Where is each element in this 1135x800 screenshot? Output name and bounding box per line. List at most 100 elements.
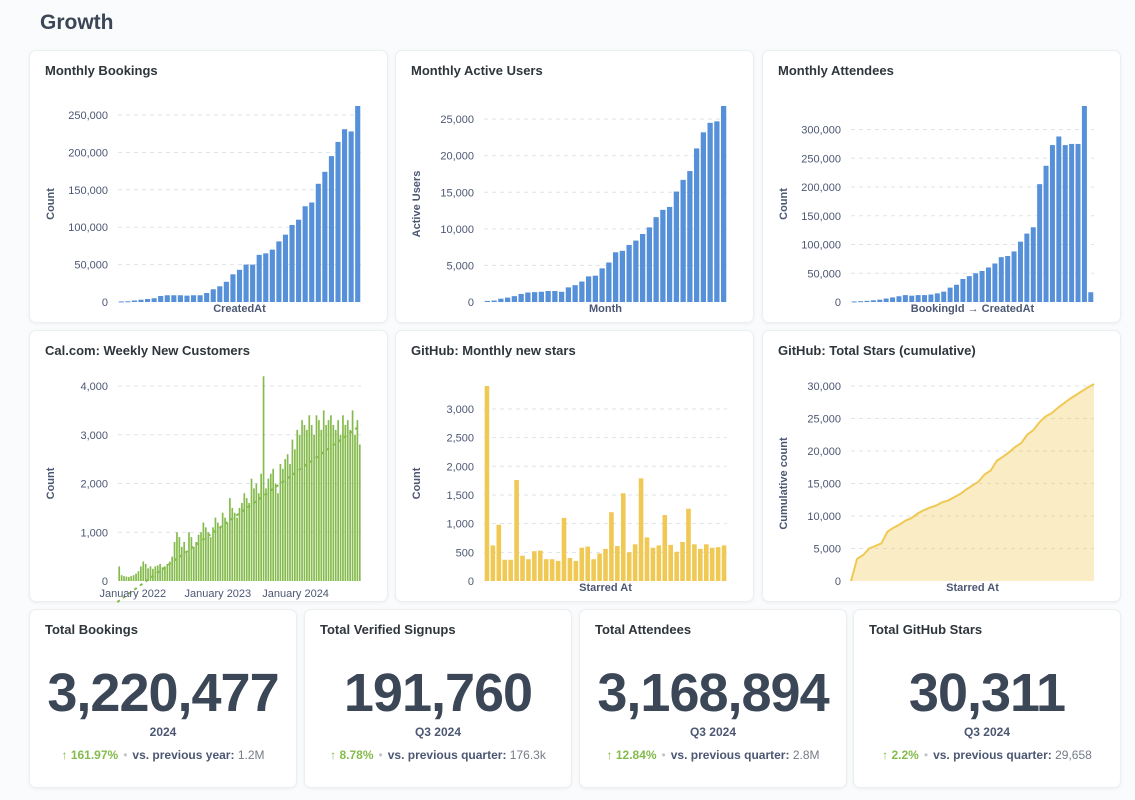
chart-title[interactable]: Cal.com: Weekly New Customers <box>45 343 250 358</box>
bar <box>1030 227 1036 302</box>
y-tick-label: 3,000 <box>446 404 474 416</box>
bar <box>687 171 693 302</box>
bar <box>226 522 229 581</box>
bar <box>152 568 154 581</box>
bar <box>644 537 650 581</box>
bar <box>555 560 561 581</box>
metric-title[interactable]: Total Bookings <box>45 622 138 637</box>
arrow-up-icon: ↑ <box>606 748 613 762</box>
bar <box>309 202 315 302</box>
bar <box>224 517 226 581</box>
bar <box>549 559 555 581</box>
metric-change: 2.2% <box>891 748 919 762</box>
x-axis-label: Month <box>589 303 622 315</box>
bar <box>928 294 934 302</box>
y-tick-label: 250,000 <box>68 110 108 122</box>
y-tick-label: 15,000 <box>807 479 841 491</box>
arrow-up-icon: ↑ <box>882 748 889 762</box>
bar <box>721 545 727 581</box>
bar <box>358 444 361 581</box>
bar <box>229 498 231 581</box>
bar <box>279 464 282 581</box>
bar <box>851 301 857 303</box>
metric-title[interactable]: Total Attendees <box>595 622 692 637</box>
y-tick-label: 4,000 <box>80 381 108 393</box>
bar <box>230 274 236 302</box>
y-tick-label: 0 <box>102 297 108 309</box>
bar <box>973 273 979 302</box>
chart-card-bookings[interactable]: Monthly Bookings 0 50,000 100,000 150,000 20… <box>29 50 388 323</box>
metric-card-bookings[interactable]: Total Bookings 3,220,477 2024 ↑ 161.97% •… <box>29 609 297 788</box>
chart-card-mau[interactable]: Monthly Active Users 0 5,000 10,000 15,000 2… <box>395 50 754 323</box>
y-tick-label: 2,000 <box>80 479 108 491</box>
chart-title[interactable]: Monthly Bookings <box>45 63 158 78</box>
bar <box>591 559 596 581</box>
y-tick-label: 20,000 <box>807 446 841 458</box>
metric-card-github-stars[interactable]: Total GitHub Stars 30,311 Q3 2024 ↑ 2.2%… <box>853 609 1121 788</box>
bar <box>342 129 348 302</box>
bar <box>490 545 496 581</box>
bar <box>221 512 224 581</box>
bar <box>190 537 193 581</box>
bar <box>185 551 188 581</box>
bar <box>166 563 169 581</box>
bar <box>619 250 626 302</box>
x-axis-label: BookingId → CreatedAt <box>911 303 1035 315</box>
metric-card-signups[interactable]: Total Verified Signups 191,760 Q3 2024 ↑… <box>304 609 572 788</box>
bar <box>171 556 173 581</box>
bar <box>274 483 277 581</box>
metric-title[interactable]: Total Verified Signups <box>320 622 456 637</box>
bar <box>484 386 490 581</box>
bar <box>197 534 200 581</box>
metric-change: 161.97% <box>70 748 119 762</box>
y-tick-label: 2,500 <box>446 433 474 445</box>
bar <box>484 300 491 302</box>
chart-card-ghtotal[interactable]: GitHub: Total Stars (cumulative) 0 5,000 1… <box>762 330 1121 602</box>
arrow-up-icon: ↑ <box>330 748 337 762</box>
bar <box>496 524 502 581</box>
chart-title[interactable]: Monthly Active Users <box>411 63 543 78</box>
compare-value: 176.3k <box>509 748 546 762</box>
bar <box>720 106 727 302</box>
area-fill <box>851 383 1094 581</box>
y-tick-label: 5,000 <box>446 260 474 272</box>
y-tick-label: 25,000 <box>807 414 841 426</box>
chart-title[interactable]: Monthly Attendees <box>778 63 894 78</box>
bar <box>356 420 359 581</box>
area-line <box>850 383 1095 582</box>
bar <box>1024 233 1030 302</box>
y-tick-label: 10,000 <box>807 511 841 523</box>
metric-title[interactable]: Total GitHub Stars <box>869 622 983 637</box>
bar <box>715 547 721 581</box>
bar <box>289 464 291 581</box>
y-tick-label: 0 <box>468 576 474 588</box>
bar <box>286 454 289 581</box>
y-tick-label: 0 <box>835 297 841 309</box>
metric-card-attendees[interactable]: Total Attendees 3,168,894 Q3 2024 ↑ 12.8… <box>579 609 847 788</box>
bar <box>334 429 337 581</box>
chart-title[interactable]: GitHub: Monthly new stars <box>411 343 576 358</box>
y-tick-label: 2,000 <box>446 461 474 473</box>
bar <box>125 301 131 303</box>
y-axis-label: Active Users <box>411 171 423 238</box>
metric-change: 8.78% <box>339 748 374 762</box>
bar <box>180 546 183 581</box>
chart-title[interactable]: GitHub: Total Stars (cumulative) <box>778 343 976 358</box>
bar <box>123 576 125 581</box>
chart-card-ghmonthly[interactable]: GitHub: Monthly new stars 0 500 1,000 1,500… <box>395 330 754 602</box>
bar <box>260 473 262 581</box>
bar <box>877 299 883 302</box>
compare-value: 2.8M <box>792 748 820 762</box>
chart-card-weekly[interactable]: Cal.com: Weekly New Customers 0 1,000 2,00… <box>29 330 388 603</box>
bar <box>954 284 960 302</box>
bar <box>585 276 592 302</box>
chart-card-attendees[interactable]: Monthly Attendees 0 50,000 100,000 150,000 2… <box>762 50 1121 323</box>
bar <box>1069 143 1075 302</box>
metric-value: 3,168,894 <box>597 663 829 723</box>
bar <box>543 559 549 581</box>
bar <box>322 171 328 302</box>
separator-dot: • <box>378 748 383 762</box>
bar <box>210 289 216 302</box>
bar <box>1081 106 1087 302</box>
bar <box>250 264 256 302</box>
